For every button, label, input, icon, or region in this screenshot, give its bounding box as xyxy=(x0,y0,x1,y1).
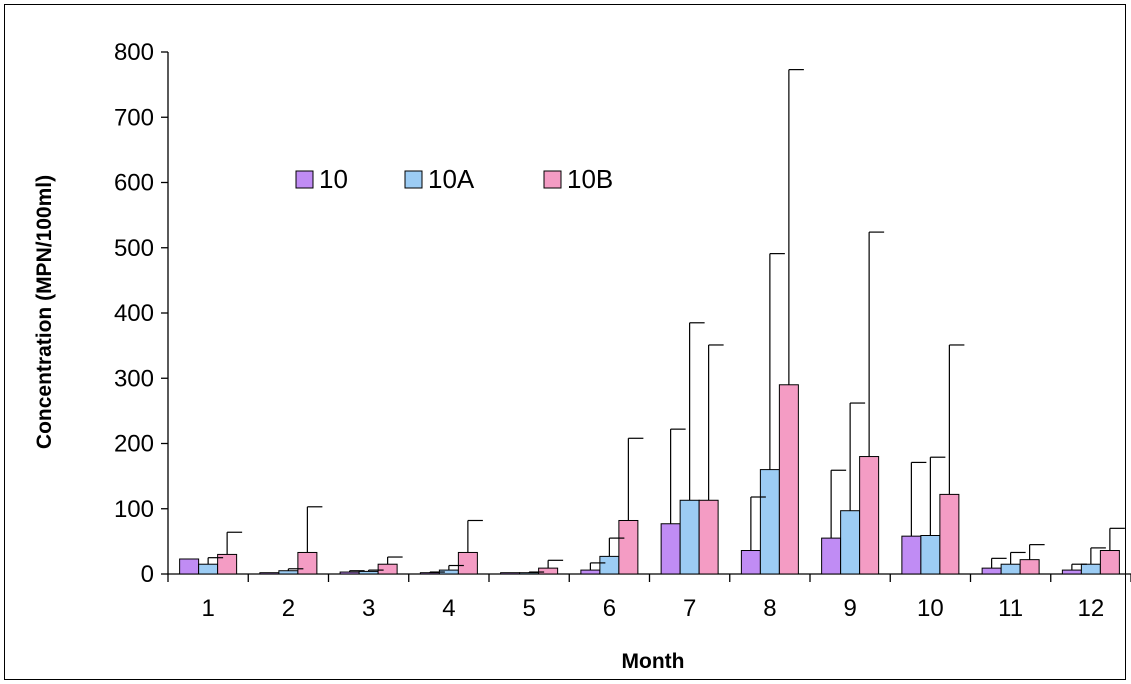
bar-10B-month-3 xyxy=(377,563,398,575)
bar-10-month-5 xyxy=(500,572,521,575)
bar-10-month-11 xyxy=(981,567,1002,575)
bar-10A-month-5 xyxy=(519,572,540,575)
x-tick-label: 3 xyxy=(362,595,375,622)
bar-10B-month-5 xyxy=(538,567,559,575)
bar-10B-month-12 xyxy=(1099,550,1120,575)
x-tick-label: 8 xyxy=(763,595,776,622)
bar-10A-month-7 xyxy=(679,499,700,575)
bar-10A-month-3 xyxy=(358,570,379,575)
bars xyxy=(179,384,1120,575)
bar-10-month-10 xyxy=(901,535,922,575)
y-tick-label: 800 xyxy=(114,39,154,66)
bar-10-month-1 xyxy=(179,558,200,575)
y-tick-label: 500 xyxy=(114,235,154,262)
bar-10B-month-2 xyxy=(297,551,318,575)
x-tick-label: 10 xyxy=(917,595,944,622)
y-tick-label: 400 xyxy=(114,300,154,327)
legend-swatch-10 xyxy=(295,170,314,189)
x-tick-label: 11 xyxy=(998,595,1023,622)
y-axis: 0 100 200 300 400 500 600 700 800 xyxy=(114,39,169,588)
bar-10A-month-8 xyxy=(759,469,780,575)
bar-10A-month-6 xyxy=(599,555,620,575)
x-axis: 1 2 3 4 5 6 7 8 9 10 11 12 xyxy=(167,573,1131,622)
bar-10B-month-4 xyxy=(457,551,478,575)
bar-10-month-8 xyxy=(740,550,761,575)
bar-10-month-12 xyxy=(1061,569,1082,575)
legend-swatch-10B xyxy=(543,170,562,189)
y-axis-title: Concentration (MPN/100ml) xyxy=(33,175,56,449)
x-tick-label: 4 xyxy=(442,595,455,622)
legend-label-10: 10 xyxy=(319,164,348,194)
bar-10B-month-6 xyxy=(618,519,639,575)
x-tick-label: 6 xyxy=(603,595,616,622)
bar-10B-month-8 xyxy=(778,384,799,575)
bar-10-month-2 xyxy=(259,572,280,575)
y-tick-label: 0 xyxy=(141,561,154,588)
bar-10A-month-12 xyxy=(1080,563,1101,575)
y-tick-label: 300 xyxy=(114,365,154,392)
bar-10-month-9 xyxy=(821,537,842,575)
y-tick-label: 700 xyxy=(114,104,154,131)
x-tick-label: 7 xyxy=(683,595,696,622)
x-tick-label: 2 xyxy=(282,595,295,622)
bar-10A-month-10 xyxy=(920,535,941,575)
x-tick-label: 1 xyxy=(201,595,214,622)
y-tick-label: 200 xyxy=(114,431,154,458)
x-tick-label: 5 xyxy=(522,595,535,622)
legend-label-10B: 10B xyxy=(567,164,613,194)
legend-swatch-10A xyxy=(404,170,423,189)
x-axis-title: Month xyxy=(622,650,685,673)
bar-10A-month-1 xyxy=(198,563,219,575)
bar-10B-month-7 xyxy=(698,499,719,575)
y-tick-label: 600 xyxy=(114,170,154,197)
bar-10B-month-9 xyxy=(859,456,880,575)
bar-10-month-6 xyxy=(580,569,601,575)
bar-10A-month-11 xyxy=(1000,563,1021,575)
y-tick-label: 100 xyxy=(114,496,154,523)
bar-10B-month-10 xyxy=(939,493,960,575)
bar-10B-month-11 xyxy=(1019,559,1040,575)
error-bars xyxy=(207,69,1125,573)
legend-label-10A: 10A xyxy=(428,164,475,194)
x-tick-label: 9 xyxy=(843,595,856,622)
bar-10-month-4 xyxy=(419,572,440,575)
bar-10A-month-2 xyxy=(278,570,299,575)
legend: 10 10A 10B xyxy=(295,164,613,194)
bar-10A-month-9 xyxy=(840,510,861,575)
bar-10-month-3 xyxy=(339,571,360,575)
x-tick-label: 12 xyxy=(1078,595,1105,622)
bar-10-month-7 xyxy=(660,523,681,575)
